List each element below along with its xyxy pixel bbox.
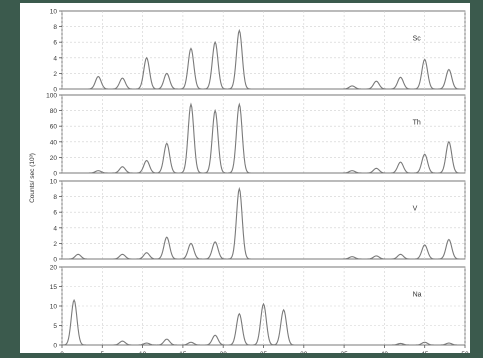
series-line	[62, 186, 465, 260]
y-tick-label: 15	[50, 284, 58, 291]
y-tick-label: 0	[53, 257, 57, 264]
x-tick-label: 20	[220, 351, 228, 353]
y-tick-label: 100	[46, 93, 57, 100]
y-tick-label: 80	[50, 108, 58, 115]
y-axis-label: Counts/ sec (10³)	[29, 153, 36, 203]
panel-label: V	[413, 206, 418, 213]
series-line	[62, 28, 465, 90]
x-tick-label: 5	[100, 351, 104, 353]
y-tick-label: 2	[53, 71, 57, 78]
y-tick-label: 10	[50, 304, 58, 311]
y-tick-label: 6	[53, 40, 57, 47]
x-tick-label: 40	[381, 351, 389, 353]
series-line	[61, 298, 465, 346]
x-tick-label: 50	[461, 351, 469, 353]
depth-profile-chart: 0246810Sc020406080100Th0246810V05101520N…	[29, 9, 469, 358]
x-tick-label: 30	[300, 351, 308, 353]
y-tick-label: 20	[50, 155, 58, 162]
y-tick-label: 0	[53, 171, 57, 178]
y-tick-label: 2	[53, 241, 57, 248]
panel-label: Na	[413, 292, 422, 299]
y-tick-label: 5	[53, 323, 57, 330]
x-tick-label: 15	[179, 351, 187, 353]
panel-label: Th	[413, 120, 421, 127]
x-tick-label: 10	[139, 351, 147, 353]
panel-frame	[61, 94, 466, 174]
y-tick-label: 10	[50, 179, 58, 186]
y-tick-label: 6	[53, 210, 57, 217]
x-tick-label: 45	[421, 351, 429, 353]
x-tick-label: 35	[340, 351, 348, 353]
y-tick-label: 40	[50, 139, 58, 146]
y-tick-label: 10	[50, 9, 58, 16]
y-tick-label: 0	[53, 343, 57, 350]
y-tick-label: 0	[53, 87, 57, 94]
y-tick-label: 4	[53, 55, 57, 62]
series-line	[62, 102, 465, 174]
x-tick-label: 25	[260, 351, 268, 353]
y-tick-label: 8	[53, 24, 57, 31]
y-tick-label: 20	[50, 265, 58, 272]
panel-label: Sc	[413, 36, 422, 43]
panel-frame	[61, 180, 466, 260]
y-tick-label: 60	[50, 124, 58, 131]
y-tick-label: 8	[53, 194, 57, 201]
chart-figure: 0 2 4 6 8 10 Sc 0 20 40 60 80 100 Th 0 2 4 6 8 10 V 0 5 10 15 20 N…	[20, 3, 470, 358]
y-tick-label: 4	[53, 225, 57, 232]
x-tick-label: 0	[60, 351, 64, 353]
